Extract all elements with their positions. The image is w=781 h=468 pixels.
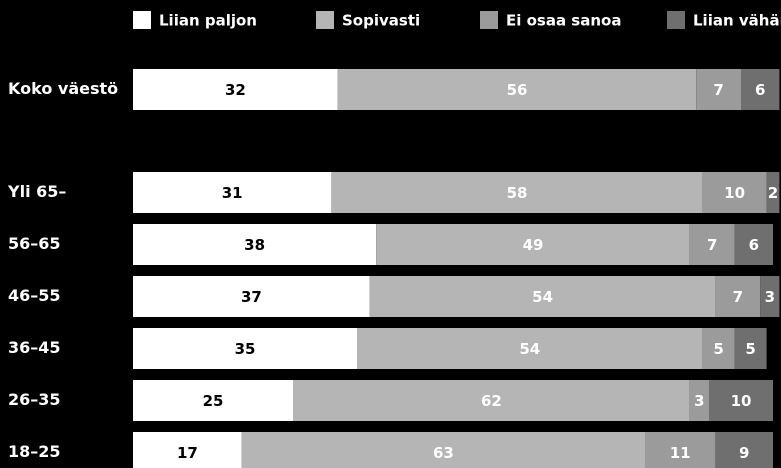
data-label: 58	[507, 184, 528, 202]
bar-segment	[133, 69, 338, 110]
bar-segment	[133, 276, 370, 317]
bar-segment	[702, 172, 767, 213]
bar-segment	[734, 328, 767, 369]
bar-segment	[741, 69, 780, 110]
data-label: 9	[739, 444, 749, 462]
data-label: 6	[749, 236, 759, 254]
bar-segment	[760, 276, 780, 317]
category-label: 18–25	[8, 442, 61, 461]
data-label: 5	[745, 340, 755, 358]
bar-segment	[766, 172, 780, 213]
data-label: 32	[225, 81, 246, 99]
bar-segment	[369, 276, 716, 317]
legend-swatch	[480, 11, 498, 29]
data-label: 25	[203, 392, 224, 410]
data-label: 31	[222, 184, 243, 202]
data-label: 2	[768, 184, 778, 202]
bar-segment	[293, 380, 690, 421]
data-label: 6	[755, 81, 765, 99]
data-label: 37	[241, 288, 262, 306]
data-label: 3	[694, 392, 704, 410]
data-label: 3	[765, 288, 775, 306]
data-label: 10	[731, 392, 752, 410]
bar-segment	[702, 328, 735, 369]
bar-segment	[645, 432, 716, 468]
bar-segment	[133, 224, 377, 265]
bar-segment	[709, 380, 773, 421]
category-label: 56–65	[8, 234, 61, 253]
bar-segment	[376, 224, 690, 265]
bar-segment	[689, 380, 709, 421]
data-label: 56	[507, 81, 528, 99]
bar-segment	[331, 172, 703, 213]
category-label: Yli 65–	[7, 182, 66, 201]
legend-label: Sopivasti	[342, 12, 420, 30]
bar-segment	[696, 69, 741, 110]
data-label: 5	[713, 340, 723, 358]
bar-segment	[715, 276, 761, 317]
legend-swatch	[667, 11, 685, 29]
data-label: 35	[235, 340, 256, 358]
data-label: 54	[532, 288, 553, 306]
data-label: 7	[707, 236, 717, 254]
legend-label: Liian vähän	[693, 12, 781, 30]
bar-segment	[133, 328, 357, 369]
bar-segment	[689, 224, 735, 265]
bar-segment	[133, 172, 332, 213]
bar-segment	[133, 380, 293, 421]
data-label: 7	[733, 288, 743, 306]
bar-segment	[715, 432, 773, 468]
bar-segment	[734, 224, 773, 265]
legend-label: Ei osaa sanoa	[506, 12, 621, 30]
legend-label: Liian paljon	[159, 12, 257, 30]
bar-segment	[241, 432, 646, 468]
category-label: 26–35	[8, 390, 61, 409]
data-label: 54	[519, 340, 540, 358]
data-label: 38	[244, 236, 265, 254]
category-label: 46–55	[8, 286, 61, 305]
bar-segment	[357, 328, 703, 369]
category-label: 36–45	[8, 338, 61, 357]
data-label: 10	[724, 184, 745, 202]
data-label: 7	[713, 81, 723, 99]
data-label: 62	[481, 392, 502, 410]
legend-swatch	[316, 11, 334, 29]
data-label: 17	[177, 444, 198, 462]
data-label: 11	[670, 444, 691, 462]
data-label: 63	[433, 444, 454, 462]
bar-segment	[337, 69, 697, 110]
legend-swatch	[133, 11, 151, 29]
data-label: 49	[523, 236, 544, 254]
bar-segment	[133, 432, 242, 468]
category-label: Koko väestö	[8, 79, 118, 98]
